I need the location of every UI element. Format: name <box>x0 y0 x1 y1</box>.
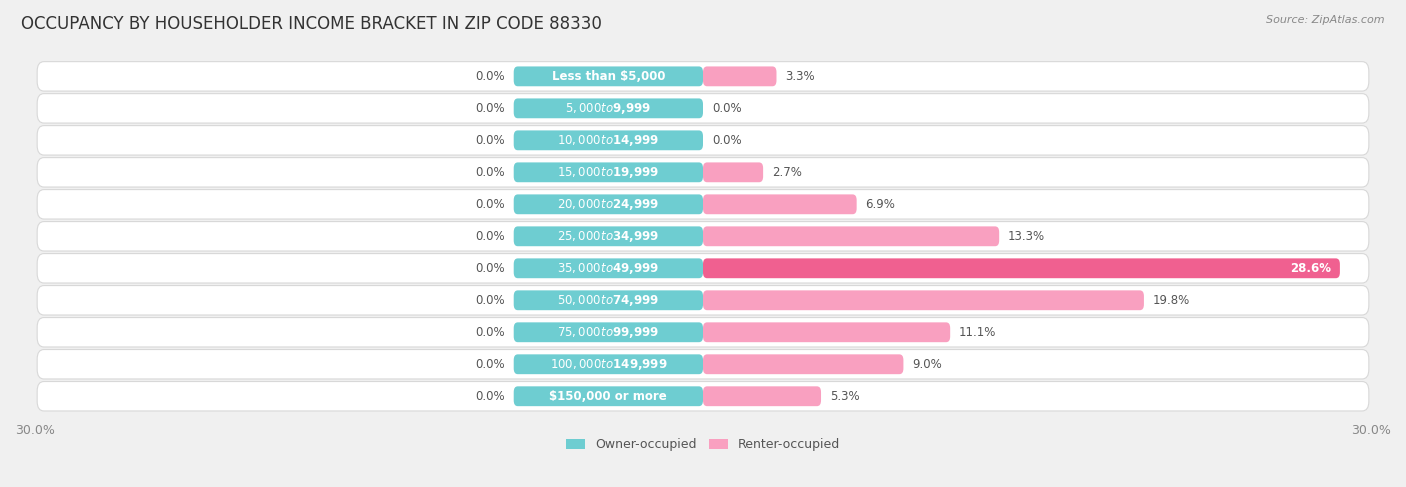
Text: $25,000 to $34,999: $25,000 to $34,999 <box>557 229 659 244</box>
FancyBboxPatch shape <box>513 259 703 278</box>
FancyBboxPatch shape <box>37 350 1369 379</box>
Text: 0.0%: 0.0% <box>475 326 505 339</box>
FancyBboxPatch shape <box>37 254 1369 283</box>
Text: 19.8%: 19.8% <box>1153 294 1189 307</box>
FancyBboxPatch shape <box>513 290 703 310</box>
FancyBboxPatch shape <box>513 355 703 374</box>
FancyBboxPatch shape <box>37 381 1369 411</box>
FancyBboxPatch shape <box>37 62 1369 91</box>
Text: $35,000 to $49,999: $35,000 to $49,999 <box>557 261 659 276</box>
Text: 11.1%: 11.1% <box>959 326 997 339</box>
FancyBboxPatch shape <box>37 285 1369 315</box>
Text: 13.3%: 13.3% <box>1008 230 1045 243</box>
Text: $150,000 or more: $150,000 or more <box>550 390 668 403</box>
FancyBboxPatch shape <box>703 322 950 342</box>
Text: 0.0%: 0.0% <box>475 70 505 83</box>
FancyBboxPatch shape <box>513 386 703 406</box>
Text: $5,000 to $9,999: $5,000 to $9,999 <box>565 101 651 116</box>
Text: 28.6%: 28.6% <box>1289 262 1331 275</box>
FancyBboxPatch shape <box>37 94 1369 123</box>
FancyBboxPatch shape <box>37 158 1369 187</box>
Text: 5.3%: 5.3% <box>830 390 859 403</box>
Text: $100,000 to $149,999: $100,000 to $149,999 <box>550 357 666 372</box>
FancyBboxPatch shape <box>37 126 1369 155</box>
Text: 0.0%: 0.0% <box>475 134 505 147</box>
FancyBboxPatch shape <box>703 355 904 374</box>
FancyBboxPatch shape <box>703 162 763 182</box>
Text: 3.3%: 3.3% <box>786 70 815 83</box>
Text: 9.0%: 9.0% <box>912 358 942 371</box>
Text: OCCUPANCY BY HOUSEHOLDER INCOME BRACKET IN ZIP CODE 88330: OCCUPANCY BY HOUSEHOLDER INCOME BRACKET … <box>21 15 602 33</box>
FancyBboxPatch shape <box>513 131 703 150</box>
Text: 0.0%: 0.0% <box>711 102 741 115</box>
Text: 2.7%: 2.7% <box>772 166 801 179</box>
FancyBboxPatch shape <box>37 222 1369 251</box>
FancyBboxPatch shape <box>513 226 703 246</box>
FancyBboxPatch shape <box>703 66 776 86</box>
Text: 0.0%: 0.0% <box>711 134 741 147</box>
FancyBboxPatch shape <box>703 226 1000 246</box>
FancyBboxPatch shape <box>513 98 703 118</box>
Text: 0.0%: 0.0% <box>475 294 505 307</box>
Text: $75,000 to $99,999: $75,000 to $99,999 <box>557 325 659 340</box>
FancyBboxPatch shape <box>703 259 1340 278</box>
FancyBboxPatch shape <box>513 66 703 86</box>
Legend: Owner-occupied, Renter-occupied: Owner-occupied, Renter-occupied <box>561 433 845 456</box>
Text: $50,000 to $74,999: $50,000 to $74,999 <box>557 293 659 308</box>
Text: $20,000 to $24,999: $20,000 to $24,999 <box>557 197 659 212</box>
Text: 0.0%: 0.0% <box>475 262 505 275</box>
Text: 0.0%: 0.0% <box>475 390 505 403</box>
Text: 0.0%: 0.0% <box>475 230 505 243</box>
Text: 0.0%: 0.0% <box>475 166 505 179</box>
Text: $15,000 to $19,999: $15,000 to $19,999 <box>557 165 659 180</box>
FancyBboxPatch shape <box>703 290 1144 310</box>
FancyBboxPatch shape <box>513 162 703 182</box>
Text: Source: ZipAtlas.com: Source: ZipAtlas.com <box>1267 15 1385 25</box>
Text: 0.0%: 0.0% <box>475 358 505 371</box>
Text: 0.0%: 0.0% <box>475 102 505 115</box>
Text: Less than $5,000: Less than $5,000 <box>551 70 665 83</box>
FancyBboxPatch shape <box>37 189 1369 219</box>
FancyBboxPatch shape <box>513 322 703 342</box>
Text: 6.9%: 6.9% <box>866 198 896 211</box>
FancyBboxPatch shape <box>37 318 1369 347</box>
FancyBboxPatch shape <box>513 194 703 214</box>
FancyBboxPatch shape <box>703 194 856 214</box>
Text: $10,000 to $14,999: $10,000 to $14,999 <box>557 133 659 148</box>
FancyBboxPatch shape <box>703 386 821 406</box>
Text: 0.0%: 0.0% <box>475 198 505 211</box>
